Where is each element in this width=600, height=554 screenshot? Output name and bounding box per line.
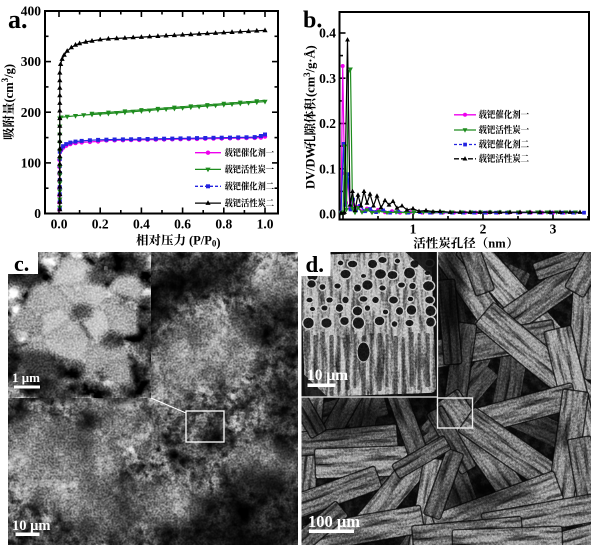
svg-text:0.2: 0.2 [319,116,336,131]
svg-text:300: 300 [21,54,42,69]
svg-text:100 μm: 100 μm [308,512,360,531]
svg-text:c.: c. [14,251,29,276]
svg-text:0.1: 0.1 [319,161,336,176]
svg-text:DV/DW: DV/DW [304,145,318,189]
svg-text:0.8: 0.8 [215,217,232,232]
svg-text:0.0: 0.0 [51,217,68,232]
svg-text:nm: nm [488,237,506,251]
svg-text:0.3: 0.3 [319,71,336,86]
svg-text:d.: d. [306,252,325,277]
svg-text:10 μm: 10 μm [12,518,50,534]
svg-text:200: 200 [21,105,42,120]
svg-text:10 μm: 10 μm [307,367,348,384]
svg-text:0.4: 0.4 [319,26,336,41]
svg-text:(cm3/g·Å): (cm3/g·Å) [302,45,318,97]
svg-text:0.2: 0.2 [92,217,109,232]
svg-text:1 μm: 1 μm [12,370,40,385]
svg-text:1: 1 [410,222,417,237]
svg-text:b.: b. [303,8,322,34]
svg-text:0: 0 [34,206,41,221]
svg-text:0.4: 0.4 [133,217,150,232]
svg-text:0.6: 0.6 [174,217,191,232]
svg-text:100: 100 [21,155,42,170]
svg-text:3: 3 [550,222,557,237]
svg-text:(cm3/g): (cm3/g) [0,64,16,103]
svg-text:2: 2 [480,222,487,237]
svg-text:(P/P0): (P/P0) [189,234,221,250]
svg-text:0.0: 0.0 [319,207,336,222]
svg-text:400: 400 [21,4,42,19]
svg-text:a.: a. [8,5,28,34]
svg-text:1.0: 1.0 [257,217,274,232]
